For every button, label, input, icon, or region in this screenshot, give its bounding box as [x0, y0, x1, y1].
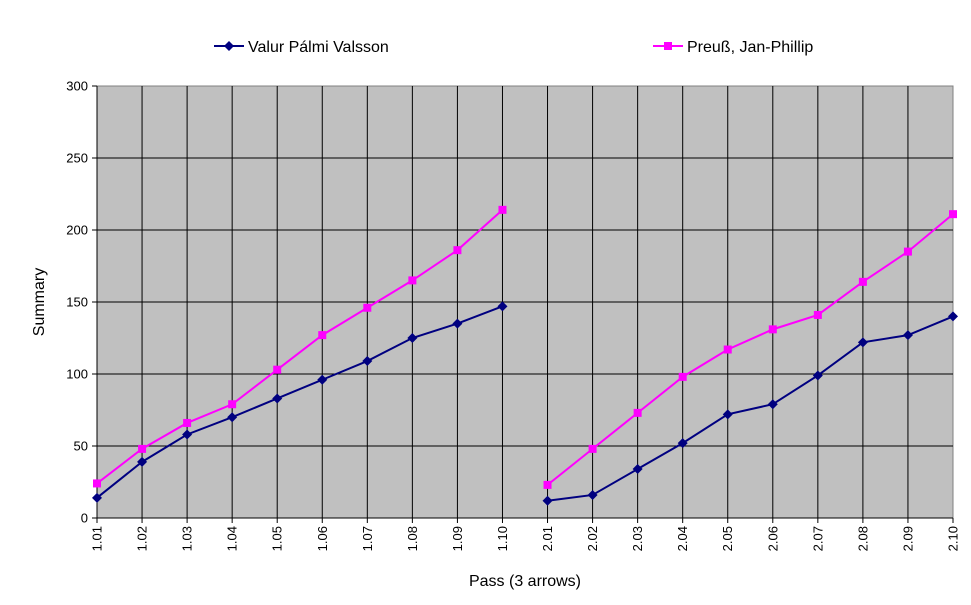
- legend-item-series-1: Valur Pálmi Valsson: [214, 39, 389, 56]
- data-point: [93, 479, 101, 488]
- data-point: [498, 205, 507, 214]
- legend: Valur Pálmi Valsson Preuß, Jan-Phillip: [214, 39, 813, 56]
- y-tick-label: 200: [66, 223, 88, 238]
- y-axis-title: Summary: [31, 268, 48, 336]
- x-tick-label: 1.04: [225, 526, 240, 551]
- legend-item-series-2: Preuß, Jan-Phillip: [653, 39, 813, 56]
- data-point: [678, 372, 687, 381]
- x-tick-label: 1.06: [315, 526, 330, 551]
- data-point: [497, 301, 508, 312]
- data-point: [767, 399, 778, 410]
- data-point: [272, 393, 283, 404]
- x-tick-label: 2.09: [900, 526, 915, 551]
- x-tick-label: 1.01: [90, 526, 105, 551]
- data-point: [92, 492, 102, 503]
- data-point: [588, 444, 597, 453]
- x-tick-label: 2.02: [585, 526, 600, 551]
- x-tick-label: 1.07: [360, 526, 375, 551]
- data-point: [363, 303, 372, 312]
- data-point: [677, 438, 688, 449]
- data-point: [633, 408, 642, 417]
- x-tick-label: 2.05: [720, 526, 735, 551]
- data-point: [723, 345, 732, 354]
- data-point: [722, 409, 733, 420]
- x-tick-label: 1.03: [180, 526, 195, 551]
- data-point: [587, 489, 598, 500]
- data-point: [813, 310, 822, 319]
- series-line: [546, 213, 954, 486]
- series-layer: [92, 205, 958, 506]
- data-point: [903, 247, 912, 256]
- data-point: [407, 333, 418, 343]
- series-line: [96, 305, 503, 499]
- legend-marker-series-2: [664, 42, 672, 50]
- data-point: [228, 400, 237, 409]
- data-point: [452, 318, 463, 329]
- grid: [97, 86, 953, 518]
- data-point: [858, 277, 867, 286]
- data-point: [138, 444, 147, 453]
- data-point: [408, 276, 417, 285]
- y-axis-ticks: 0 50 100 150 200 250 300: [66, 79, 97, 526]
- x-tick-label: 2.07: [810, 526, 825, 551]
- data-point: [362, 356, 373, 367]
- series-1: [92, 301, 958, 506]
- series-line: [96, 209, 504, 485]
- x-tick-label: 2.10: [946, 526, 961, 551]
- series-2: [93, 205, 957, 489]
- data-point: [227, 412, 238, 423]
- y-tick-label: 0: [81, 511, 88, 526]
- data-point: [543, 480, 552, 489]
- data-point: [453, 246, 462, 255]
- data-point: [768, 325, 777, 334]
- data-point: [137, 456, 148, 467]
- data-point: [182, 429, 193, 440]
- x-tick-label: 1.02: [135, 526, 150, 551]
- data-point: [318, 331, 327, 340]
- x-tick-label: 2.01: [540, 526, 555, 551]
- series-line: [547, 315, 954, 502]
- legend-label-series-2: Preuß, Jan-Phillip: [687, 39, 813, 56]
- x-tick-label: 2.03: [630, 526, 645, 551]
- x-tick-label: 1.05: [270, 526, 285, 551]
- data-point: [317, 374, 328, 385]
- data-point: [273, 365, 282, 374]
- x-tick-label: 1.08: [405, 526, 420, 551]
- data-point: [183, 418, 192, 427]
- data-point: [902, 330, 913, 341]
- data-point: [857, 337, 868, 348]
- x-tick-label: 2.08: [855, 526, 870, 551]
- x-tick-label: 1.10: [495, 526, 510, 551]
- x-tick-label: 2.04: [675, 526, 690, 551]
- y-tick-label: 250: [66, 151, 88, 166]
- data-point: [542, 495, 553, 506]
- y-tick-label: 100: [66, 367, 88, 382]
- y-tick-label: 150: [66, 295, 88, 310]
- x-tick-label: 2.06: [765, 526, 780, 551]
- x-axis-ticks: 1.01 1.02 1.03 1.04 1.05 1.06 1.07 1.08 1.09 1.10…: [90, 518, 961, 551]
- data-point: [949, 210, 957, 219]
- y-tick-label: 300: [66, 79, 88, 94]
- data-point: [632, 464, 643, 475]
- data-point: [948, 311, 958, 322]
- data-point: [812, 370, 823, 381]
- x-tick-label: 1.09: [450, 526, 465, 551]
- x-axis-title: Pass (3 arrows): [469, 573, 581, 590]
- y-tick-label: 50: [74, 439, 88, 454]
- legend-marker-series-1: [224, 41, 234, 51]
- legend-label-series-1: Valur Pálmi Valsson: [248, 39, 389, 56]
